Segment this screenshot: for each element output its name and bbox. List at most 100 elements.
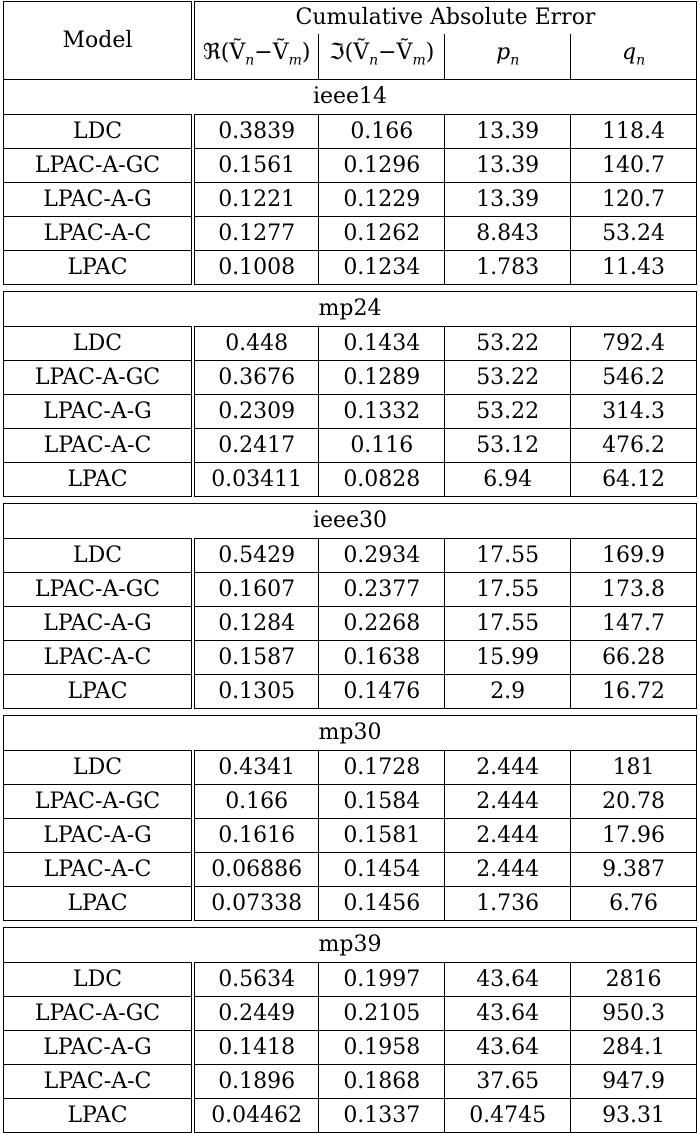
imag-error-cell: 0.116: [318, 428, 446, 464]
table-row: LDC 0.5634 0.1997 43.64 2816: [3, 962, 697, 998]
table-row: LPAC-A-C 0.2417 0.116 53.12 476.2: [3, 428, 697, 464]
q-error-cell: 181: [570, 750, 697, 786]
p-error-cell: 43.64: [444, 962, 572, 998]
real-error-cell: 0.07338: [193, 886, 320, 922]
section-title-row: mp30: [3, 715, 697, 752]
p-header: pn: [444, 34, 572, 81]
table-row: LPAC 0.1008 0.1234 1.783 11.43: [3, 250, 697, 286]
q-error-cell: 2816: [570, 962, 697, 998]
p-error-cell: 37.65: [444, 1064, 572, 1100]
model-cell: LDC: [3, 962, 195, 998]
imag-error-cell: 0.1638: [318, 640, 446, 676]
section-title-row: ieee30: [3, 503, 697, 540]
q-error-cell: 64.12: [570, 462, 697, 498]
p-error-cell: 17.55: [444, 538, 572, 574]
q-error-cell: 950.3: [570, 996, 697, 1032]
table-row: LPAC-A-C 0.06886 0.1454 2.444 9.387: [3, 852, 697, 888]
table-row: LPAC-A-G 0.1284 0.2268 17.55 147.7: [3, 606, 697, 642]
imag-error-cell: 0.1234: [318, 250, 446, 286]
model-cell: LPAC-A-C: [3, 428, 195, 464]
imag-sub-n: n: [369, 52, 379, 69]
imag-minus-label: −Ṽ: [378, 40, 413, 65]
real-error-cell: 0.06886: [193, 852, 320, 888]
real-sub-m: m: [288, 52, 302, 69]
section-gap-cell: [4, 497, 697, 504]
results-table-container: Model Cumulative Absolute Error ℜ(Ṽn−Ṽm)…: [3, 0, 697, 1133]
q-error-cell: 11.43: [570, 250, 697, 286]
section-gap: [4, 497, 697, 504]
p-error-cell: 6.94: [444, 462, 572, 498]
model-cell: LPAC-A-G: [3, 606, 195, 642]
real-error-cell: 0.1008: [193, 250, 320, 286]
p-error-cell: 43.64: [444, 1030, 572, 1066]
imag-error-cell: 0.1456: [318, 886, 446, 922]
p-error-cell: 53.22: [444, 360, 572, 396]
p-error-cell: 2.444: [444, 750, 572, 786]
real-diff-header: ℜ(Ṽn−Ṽm): [193, 34, 320, 81]
imag-error-cell: 0.2105: [318, 996, 446, 1032]
imag-error-cell: 0.1454: [318, 852, 446, 888]
model-cell: LPAC-A-G: [3, 394, 195, 430]
model-cell: LDC: [3, 114, 195, 150]
real-error-cell: 0.1418: [193, 1030, 320, 1066]
p-error-cell: 53.22: [444, 326, 572, 362]
table-row: LPAC 0.04462 0.1337 0.4745 93.31: [3, 1098, 697, 1133]
table-row: LPAC-A-G 0.1418 0.1958 43.64 284.1: [3, 1030, 697, 1066]
model-cell: LPAC-A-C: [3, 216, 195, 252]
q-error-cell: 140.7: [570, 148, 697, 184]
model-cell: LDC: [3, 538, 195, 574]
q-error-cell: 9.387: [570, 852, 697, 888]
imag-error-cell: 0.1229: [318, 182, 446, 218]
table-row: LPAC-A-GC 0.2449 0.2105 43.64 950.3: [3, 996, 697, 1032]
table-row: LDC 0.4341 0.1728 2.444 181: [3, 750, 697, 786]
q-error-cell: 17.96: [570, 818, 697, 854]
imag-error-cell: 0.1289: [318, 360, 446, 396]
imag-error-cell: 0.2934: [318, 538, 446, 574]
q-error-cell: 120.7: [570, 182, 697, 218]
cumulative-error-table: Model Cumulative Absolute Error ℜ(Ṽn−Ṽm)…: [3, 0, 697, 1133]
table-row: LPAC-A-C 0.1896 0.1868 37.65 947.9: [3, 1064, 697, 1100]
model-cell: LPAC: [3, 1098, 195, 1133]
group-header: Cumulative Absolute Error: [193, 1, 697, 34]
imag-close-paren: ): [425, 40, 435, 65]
p-error-cell: 2.9: [444, 674, 572, 710]
section-title-row: mp24: [3, 291, 697, 328]
q-error-cell: 93.31: [570, 1098, 697, 1133]
model-cell: LDC: [3, 750, 195, 786]
model-cell: LPAC-A-G: [3, 182, 195, 218]
table-row: LPAC-A-G 0.1616 0.1581 2.444 17.96: [3, 818, 697, 854]
model-cell: LPAC: [3, 674, 195, 710]
table-row: LPAC 0.1305 0.1476 2.9 16.72: [3, 674, 697, 710]
real-error-cell: 0.166: [193, 784, 320, 820]
table-row: LPAC-A-GC 0.1561 0.1296 13.39 140.7: [3, 148, 697, 184]
real-sub-n: n: [245, 52, 255, 69]
model-cell: LDC: [3, 326, 195, 362]
table-row: LPAC 0.07338 0.1456 1.736 6.76: [3, 886, 697, 922]
model-cell: LPAC: [3, 886, 195, 922]
imag-error-cell: 0.1337: [318, 1098, 446, 1133]
imag-part-label: ℑ(Ṽ: [329, 40, 370, 65]
real-error-cell: 0.2449: [193, 996, 320, 1032]
imag-sub-m: m: [412, 52, 426, 69]
q-error-cell: 118.4: [570, 114, 697, 150]
model-cell: LPAC-A-G: [3, 1030, 195, 1066]
model-cell: LPAC-A-C: [3, 852, 195, 888]
real-error-cell: 0.4341: [193, 750, 320, 786]
imag-error-cell: 0.166: [318, 114, 446, 150]
p-error-cell: 15.99: [444, 640, 572, 676]
p-error-cell: 2.444: [444, 784, 572, 820]
table-body: ieee14 LDC 0.3839 0.166 13.39 118.4 LPAC-A-GC 0…: [3, 79, 697, 1133]
imag-error-cell: 0.1581: [318, 818, 446, 854]
imag-diff-header: ℑ(Ṽn−Ṽm): [318, 34, 446, 81]
p-error-cell: 13.39: [444, 182, 572, 218]
section-title: mp39: [3, 927, 697, 964]
section-title: mp24: [3, 291, 697, 328]
q-error-cell: 792.4: [570, 326, 697, 362]
section-title: ieee14: [3, 79, 697, 116]
imag-error-cell: 0.0828: [318, 462, 446, 498]
section-title-row: ieee14: [3, 79, 697, 116]
p-error-cell: 17.55: [444, 606, 572, 642]
section-gap-cell: [4, 285, 697, 292]
q-error-cell: 476.2: [570, 428, 697, 464]
section-title: ieee30: [3, 503, 697, 540]
